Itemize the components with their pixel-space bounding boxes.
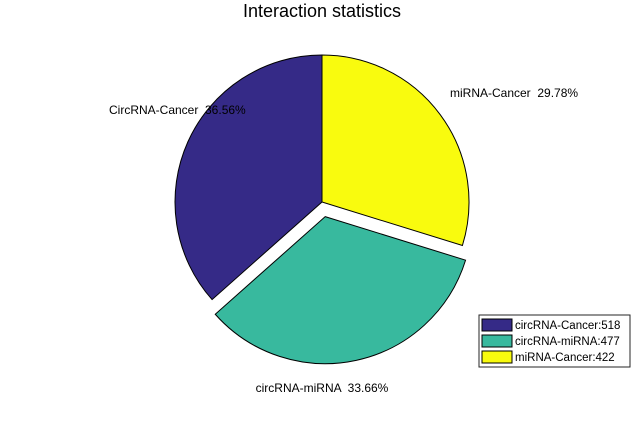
legend-swatch <box>481 318 513 332</box>
chart-title: Interaction statistics <box>243 1 401 21</box>
legend-label: miRNA-Cancer:422 <box>515 352 615 364</box>
pie-slice <box>214 216 467 365</box>
legend: circRNA-Cancer:518 circRNA-miRNA:477 miRNA… <box>478 314 631 368</box>
legend-label: circRNA-miRNA:477 <box>515 336 620 348</box>
slice-labels: miRNA-Cancer 29.78% circRNA-miRNA 33.66% C… <box>109 86 578 395</box>
legend-swatch <box>481 350 513 364</box>
slice-label: miRNA-Cancer 29.78% <box>450 86 578 100</box>
slice-label: CircRNA-Cancer 36.56% <box>109 103 246 117</box>
legend-label: circRNA-Cancer:518 <box>515 320 620 332</box>
slice-label: circRNA-miRNA 33.66% <box>256 381 389 395</box>
pie-slice <box>174 54 323 301</box>
pie-slices <box>174 54 470 365</box>
legend-swatch <box>481 334 513 348</box>
pie-slice <box>321 54 470 247</box>
